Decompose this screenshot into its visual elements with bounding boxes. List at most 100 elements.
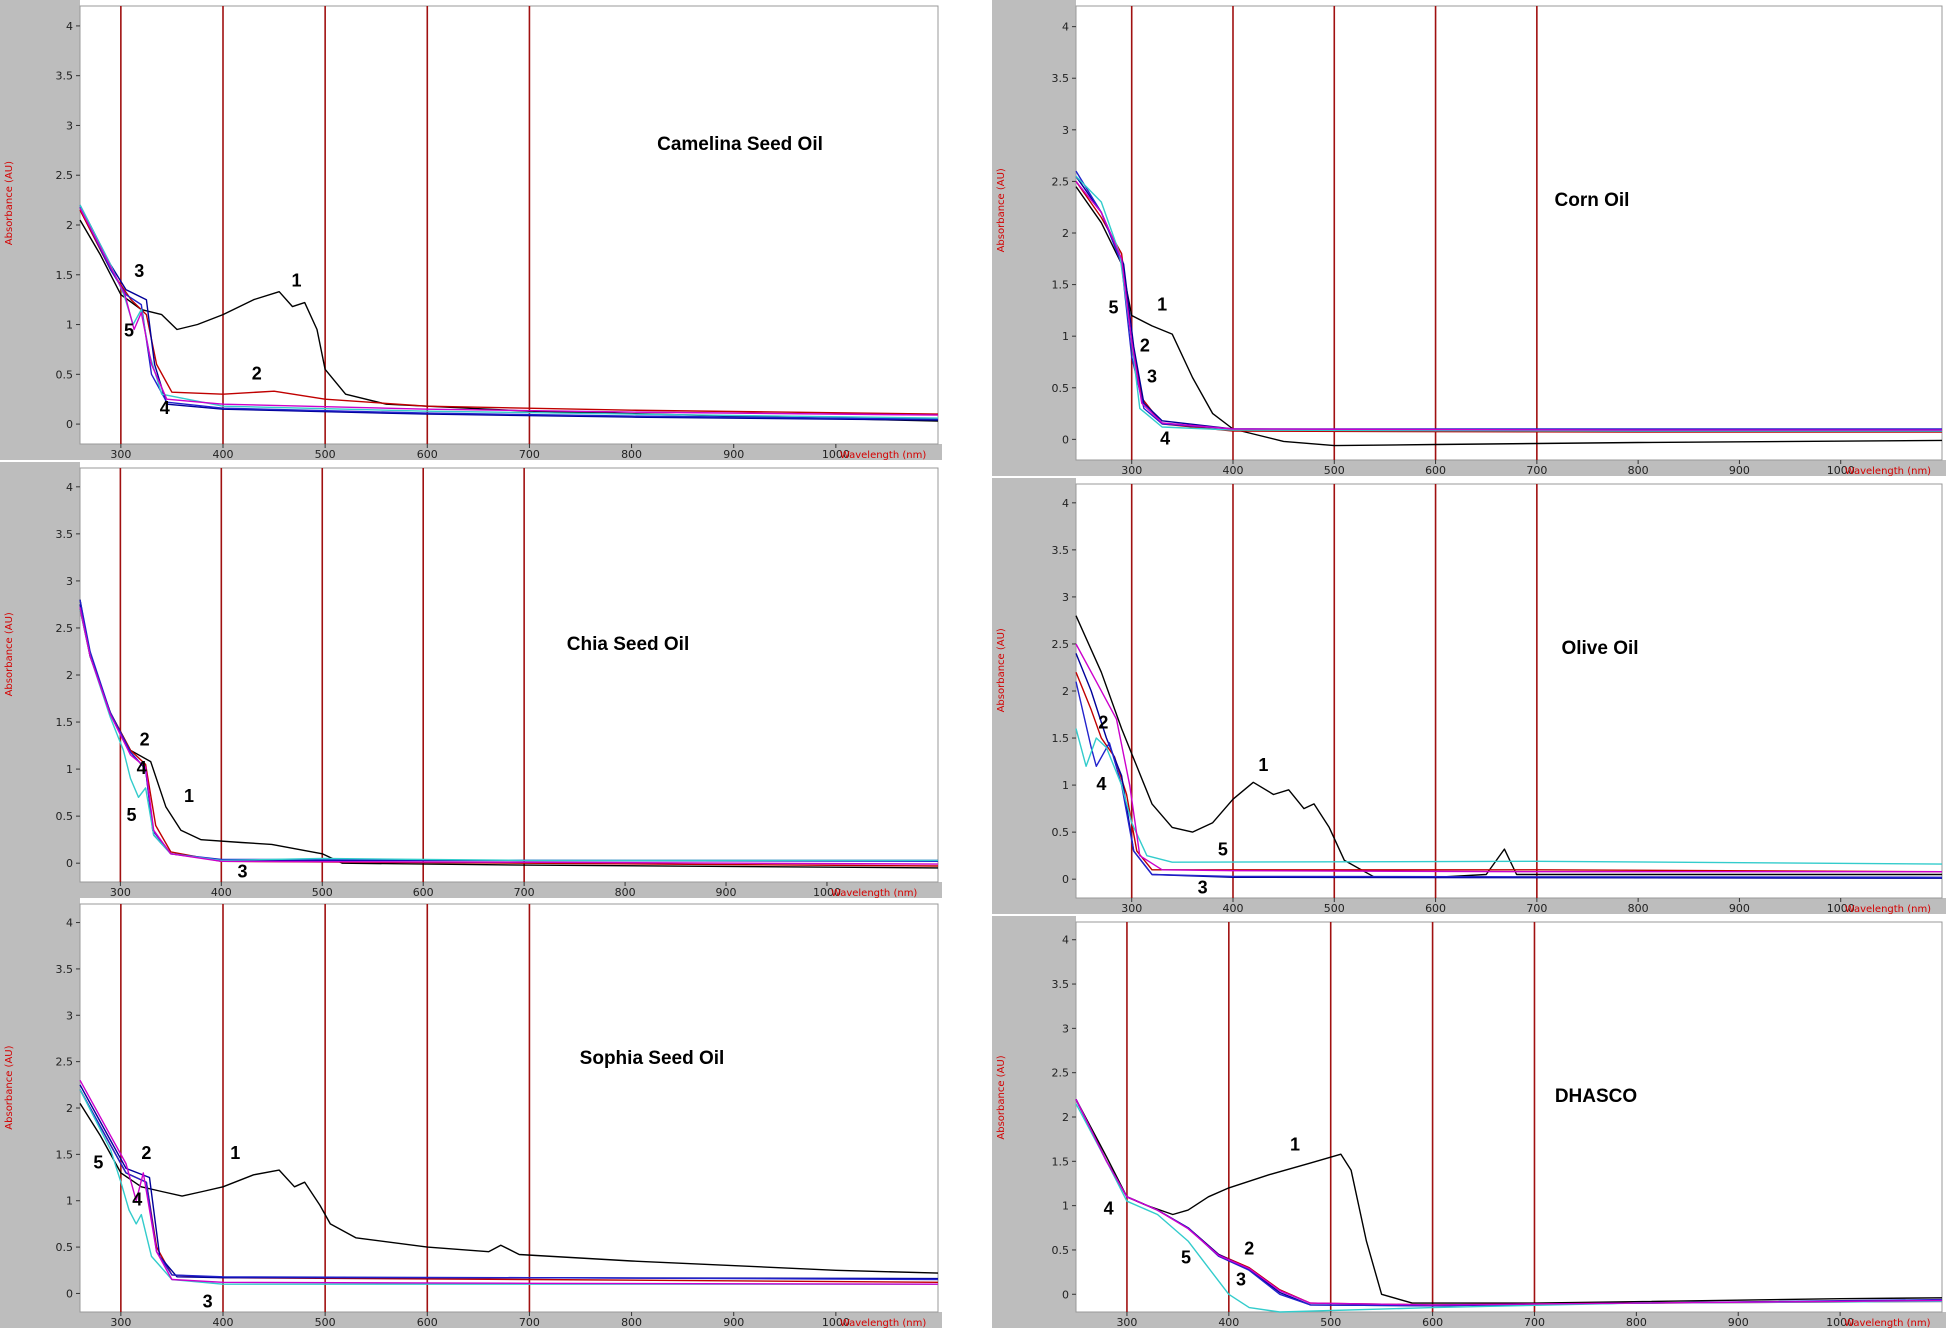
- y-tick-label: 2: [66, 219, 73, 232]
- curve-label-1: 1: [1258, 755, 1268, 775]
- x-axis-label: Wavelength (nm): [1845, 904, 1931, 914]
- curve-label-5: 5: [1181, 1247, 1191, 1267]
- x-tick-label: 700: [514, 886, 535, 898]
- curve-label-3: 3: [1236, 1269, 1246, 1289]
- x-tick-label: 700: [1526, 902, 1547, 914]
- y-axis-gutter: [992, 0, 1076, 476]
- y-tick-label: 3.5: [56, 528, 74, 541]
- y-tick-label: 1: [1062, 330, 1069, 343]
- y-tick-label: 3.5: [56, 963, 74, 976]
- chart-camelina-seed-oil: 0 0.5 1 1.5 2 2.5 3 3.5 4 300 400 500 600 700 800 900 10…: [0, 0, 942, 460]
- y-tick-label: 1.5: [56, 1148, 74, 1161]
- y-tick-label: 1: [66, 1195, 73, 1208]
- y-axis-gutter: [992, 916, 1076, 1328]
- plot-area: [79, 903, 939, 1313]
- y-tick-label: 0: [1062, 433, 1069, 446]
- series-line-5: [1075, 728, 1943, 865]
- y-tick-label: 4: [66, 20, 73, 33]
- y-tick-label: 1: [66, 319, 73, 332]
- y-tick-label: 2: [66, 669, 73, 682]
- y-tick-label: 3: [1062, 1022, 1069, 1035]
- x-tick-label: 500: [1320, 1316, 1341, 1328]
- y-axis-label: Absorbance (AU): [996, 1055, 1007, 1139]
- x-tick-label: 900: [1729, 902, 1750, 914]
- y-tick-label: 0.5: [56, 1241, 74, 1254]
- series-line-5: [1075, 1103, 1943, 1313]
- y-tick-label: 1.5: [56, 269, 74, 282]
- x-tick-label: 900: [1728, 1316, 1749, 1328]
- x-axis-gutter: [992, 898, 1946, 914]
- x-axis-label: Wavelength (nm): [840, 1318, 926, 1328]
- y-tick-label: 3.5: [56, 70, 74, 83]
- plot-area: [79, 467, 939, 883]
- y-tick-label: 1.5: [1052, 732, 1070, 745]
- curve-label-1: 1: [1157, 294, 1167, 314]
- chart-dhasco: 0 0.5 1 1.5 2 2.5 3 3.5 4 300 400 500 600 700 800 900 10…: [992, 916, 1946, 1328]
- chart-svg-dhasco: 0 0.5 1 1.5 2 2.5 3 3.5 4 300 400 500 600 700 800 900 10…: [992, 916, 1946, 1328]
- y-axis-gutter: [992, 478, 1076, 914]
- x-axis-gutter: [0, 444, 942, 460]
- curve-label-5: 5: [1218, 840, 1228, 860]
- y-tick-label: 0: [66, 1287, 73, 1300]
- y-axis-label: Absorbance (AU): [996, 628, 1007, 712]
- series-line-2: [79, 209, 939, 415]
- plot-area: [79, 5, 939, 445]
- x-tick-label: 500: [312, 886, 333, 898]
- chart-corn-oil: 0 0.5 1 1.5 2 2.5 3 3.5 4 300 400 500 600 700 800 900 10…: [992, 0, 1946, 476]
- x-tick-label: 400: [213, 1316, 234, 1328]
- series-line-1: [1075, 615, 1942, 878]
- y-tick-label: 3.5: [1052, 72, 1070, 85]
- x-tick-label: 500: [315, 1316, 336, 1328]
- curve-label-1: 1: [1290, 1135, 1300, 1155]
- chart-svg-corn: 0 0.5 1 1.5 2 2.5 3 3.5 4 300 400 500 600 700 800 900 10…: [992, 0, 1946, 476]
- curve-label-3: 3: [134, 261, 144, 281]
- x-tick-label: 600: [1422, 1316, 1443, 1328]
- y-tick-label: 1: [1062, 1200, 1069, 1213]
- series-line-extra: [79, 607, 939, 865]
- series-line-extra: [1075, 180, 1942, 431]
- x-axis-gutter: [992, 460, 1946, 476]
- x-tick-label: 300: [1116, 1316, 1137, 1328]
- y-tick-label: 2.5: [1052, 638, 1070, 651]
- y-tick-label: 3: [1062, 591, 1069, 604]
- x-tick-label: 700: [519, 1316, 540, 1328]
- x-axis-label: Wavelength (nm): [831, 888, 917, 898]
- y-tick-label: 4: [66, 481, 73, 494]
- x-tick-label: 1000: [822, 448, 850, 460]
- x-tick-label: 800: [621, 448, 642, 460]
- x-tick-label: 800: [1626, 1316, 1647, 1328]
- series-line-5: [79, 608, 938, 862]
- curve-label-2: 2: [1140, 336, 1150, 356]
- x-axis-gutter: [0, 882, 942, 898]
- x-tick-label: 1000: [1826, 1316, 1854, 1328]
- x-tick-label: 400: [1218, 1316, 1239, 1328]
- chart-title: Sophia Seed Oil: [580, 1048, 725, 1069]
- y-axis-label: Absorbance (AU): [4, 612, 15, 696]
- y-tick-label: 1.5: [1052, 1155, 1070, 1168]
- y-axis-gutter: [0, 898, 80, 1328]
- curve-label-1: 1: [230, 1143, 240, 1163]
- y-tick-label: 0.5: [56, 810, 74, 823]
- y-tick-label: 1: [1062, 779, 1069, 792]
- chart-svg-camelina: 0 0.5 1 1.5 2 2.5 3 3.5 4 300 400 500 600 700 800 900 10…: [0, 0, 942, 460]
- y-axis-label: Absorbance (AU): [4, 161, 15, 245]
- y-axis-label: Absorbance (AU): [4, 1045, 15, 1129]
- series-line-5: [79, 1089, 938, 1285]
- chart-title: Camelina Seed Oil: [657, 134, 823, 155]
- curve-label-4: 4: [1160, 429, 1170, 449]
- x-tick-label: 700: [1524, 1316, 1545, 1328]
- x-tick-label: 300: [110, 448, 131, 460]
- x-tick-label: 600: [1425, 464, 1446, 476]
- chart-svg-olive: 0 0.5 1 1.5 2 2.5 3 3.5 4 300 400 500 600 700 800 900 10…: [992, 478, 1946, 914]
- y-tick-label: 2.5: [1052, 175, 1070, 188]
- plot-area: [1075, 483, 1943, 899]
- y-tick-label: 0: [1062, 1288, 1069, 1301]
- chart-olive-oil: 0 0.5 1 1.5 2 2.5 3 3.5 4 300 400 500 600 700 800 900 10…: [992, 478, 1946, 914]
- y-tick-label: 2: [1062, 1111, 1069, 1124]
- curve-label-3: 3: [203, 1291, 213, 1311]
- curve-label-5: 5: [126, 805, 136, 825]
- y-tick-label: 0.5: [1052, 826, 1070, 839]
- series-line-extra: [79, 1079, 939, 1285]
- x-axis-gutter: [992, 1312, 1946, 1328]
- curve-label-4: 4: [137, 758, 147, 778]
